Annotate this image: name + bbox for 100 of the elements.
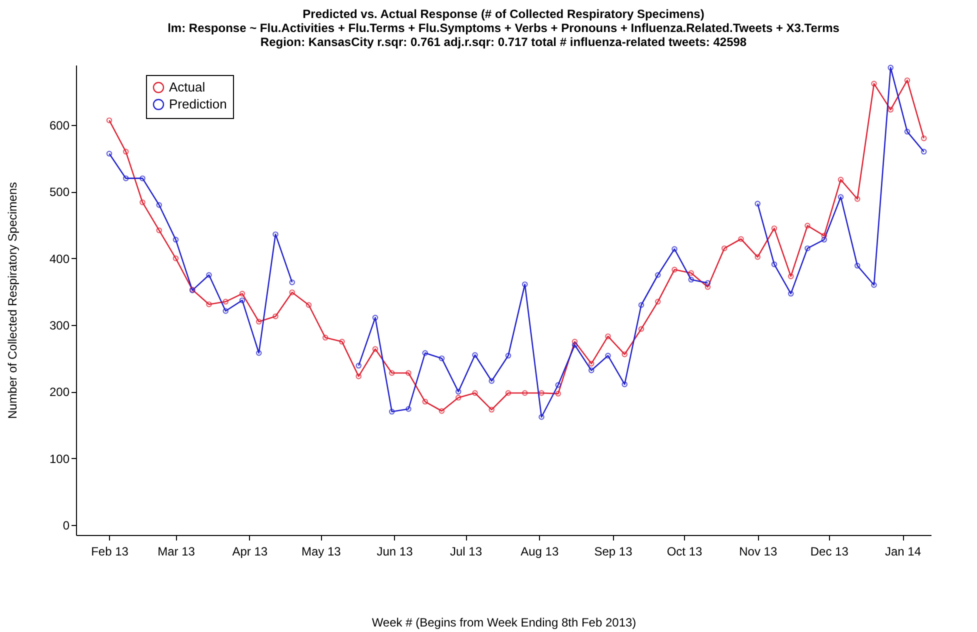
point [206, 272, 212, 278]
point [788, 290, 794, 297]
chart-title: Predicted vs. Actual Response (# of Collected Respiratory Specimens) [302, 7, 704, 22]
point [406, 406, 412, 412]
x-tick-label: Feb 13 [91, 544, 129, 558]
x-tick-label: Apr 13 [232, 544, 268, 558]
point [272, 313, 278, 320]
point [522, 281, 528, 288]
point [754, 200, 761, 207]
y-axis-title: Number of Collected Respiratory Specimens [5, 182, 20, 419]
point [388, 370, 395, 376]
legend-label: Prediction [169, 96, 227, 112]
point [888, 64, 894, 71]
point [672, 266, 678, 273]
y-tick-label: 200 [49, 385, 70, 400]
x-tick-label: Jul 13 [450, 544, 482, 558]
point [788, 273, 794, 280]
x-tick-label: Jan 14 [884, 544, 922, 558]
point [172, 236, 179, 243]
point [771, 225, 778, 232]
point [206, 301, 212, 308]
point [140, 175, 146, 182]
point [472, 390, 478, 396]
point [122, 175, 129, 182]
point [721, 245, 728, 252]
point [821, 232, 828, 239]
point [555, 390, 562, 397]
point [854, 262, 860, 269]
point [239, 297, 246, 304]
point [688, 270, 694, 276]
point [572, 338, 578, 345]
point [372, 346, 378, 352]
point [388, 408, 395, 415]
point [871, 282, 877, 288]
chart-subtitle: lm: Response ~ Flu.Activities + Flu.Terms + Flu.Symptoms + Verbs + Pronouns + Influenza.Related.Tweets + X3.Terms [168, 21, 840, 36]
x-tick-label: May 13 [301, 544, 342, 558]
point [272, 231, 278, 238]
point [239, 290, 246, 297]
point [455, 394, 462, 401]
x-tick-label: Mar 13 [158, 544, 196, 558]
x-tick-label: Nov 13 [739, 544, 778, 558]
point [638, 326, 644, 332]
point [538, 414, 544, 420]
x-axis-title: Week # (Begins from Week Ending 8th Feb 2013) [372, 616, 636, 630]
point [654, 272, 661, 278]
point [289, 279, 296, 286]
point [472, 352, 478, 358]
point [654, 298, 661, 305]
point [854, 196, 860, 202]
point [638, 302, 644, 308]
point [588, 360, 594, 367]
point [804, 222, 810, 229]
point [871, 80, 877, 87]
point [838, 176, 844, 183]
point [605, 352, 611, 359]
point [422, 350, 428, 356]
text: Region: KansasCity r.sqr: 0.761 adj.r.sqr: 0.717 total # influenza-related tweets: 42598 [260, 35, 747, 50]
x-tick-label: Aug 13 [520, 544, 559, 558]
point [356, 373, 362, 380]
y-tick-label: 400 [49, 252, 70, 266]
point [538, 390, 544, 396]
x-tick-label: Dec 13 [810, 544, 849, 558]
point [406, 370, 412, 376]
point [289, 289, 296, 296]
x-tick-label: Jun 13 [376, 544, 414, 558]
point [804, 245, 810, 252]
point [256, 318, 262, 325]
point [422, 398, 428, 405]
y-tick-label: 0 [62, 518, 70, 532]
point [672, 246, 678, 252]
point [339, 338, 345, 345]
point [488, 378, 495, 384]
point [172, 255, 179, 262]
point [356, 362, 362, 369]
y-tick-label: 500 [49, 185, 70, 200]
point [821, 236, 828, 243]
point [904, 77, 910, 84]
point [122, 148, 129, 155]
point [888, 106, 894, 113]
y-tick-label: 300 [49, 318, 70, 332]
point [455, 388, 462, 395]
point [605, 333, 611, 340]
point [838, 194, 844, 200]
point [754, 254, 761, 260]
point [904, 128, 910, 135]
x-tick-label: Sep 13 [594, 544, 633, 558]
point [140, 199, 146, 206]
point [156, 227, 162, 234]
point [438, 355, 445, 362]
y-tick-label: 600 [49, 118, 70, 132]
point [622, 381, 628, 388]
x-tick-label: Oct 13 [666, 544, 702, 558]
point [771, 261, 778, 268]
point [572, 342, 578, 348]
point [505, 352, 512, 359]
point [555, 382, 562, 388]
point [522, 390, 528, 396]
point [372, 314, 378, 321]
point [688, 276, 694, 283]
point [738, 236, 744, 242]
